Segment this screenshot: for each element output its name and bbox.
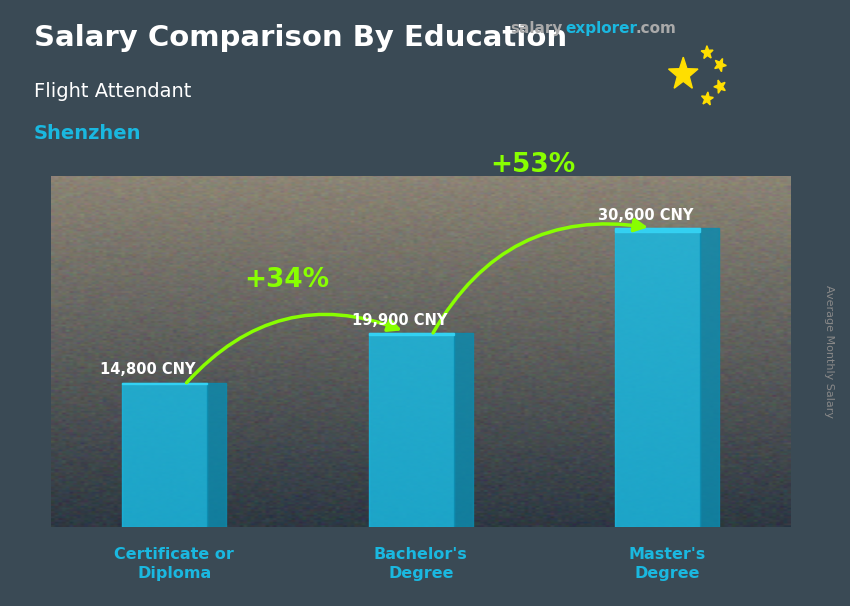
FancyArrowPatch shape <box>433 219 644 333</box>
Text: salary: salary <box>510 21 563 36</box>
Text: Shenzhen: Shenzhen <box>34 124 141 143</box>
Text: 19,900 CNY: 19,900 CNY <box>352 313 447 328</box>
Bar <box>615 228 700 232</box>
Polygon shape <box>701 92 713 105</box>
Bar <box>207 383 226 527</box>
Polygon shape <box>715 59 727 72</box>
FancyArrowPatch shape <box>186 315 399 383</box>
Bar <box>369 333 454 335</box>
Bar <box>700 228 719 527</box>
Bar <box>369 333 454 527</box>
Text: +53%: +53% <box>490 152 575 178</box>
Text: .com: .com <box>636 21 677 36</box>
Text: Flight Attendant: Flight Attendant <box>34 82 191 101</box>
Polygon shape <box>669 57 698 88</box>
Text: Average Monthly Salary: Average Monthly Salary <box>824 285 834 418</box>
Bar <box>122 383 207 527</box>
Text: Salary Comparison By Education: Salary Comparison By Education <box>34 24 567 52</box>
Bar <box>615 228 700 527</box>
Polygon shape <box>714 80 725 93</box>
Text: 30,600 CNY: 30,600 CNY <box>598 208 694 223</box>
Bar <box>122 383 207 384</box>
Text: +34%: +34% <box>244 267 329 293</box>
Text: 14,800 CNY: 14,800 CNY <box>100 362 196 378</box>
Polygon shape <box>701 45 713 59</box>
Bar <box>454 333 473 527</box>
Text: explorer: explorer <box>565 21 638 36</box>
